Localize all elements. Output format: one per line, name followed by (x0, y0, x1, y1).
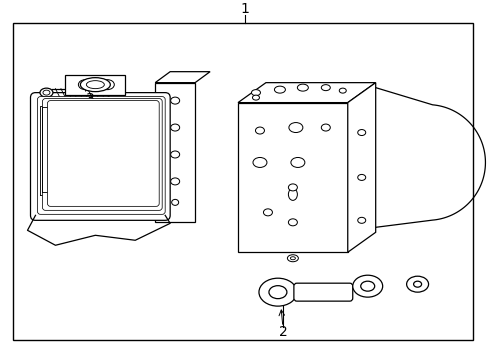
Text: 1: 1 (240, 2, 249, 16)
Ellipse shape (170, 124, 179, 131)
Ellipse shape (43, 90, 50, 95)
Polygon shape (36, 103, 155, 202)
Ellipse shape (252, 157, 266, 167)
Ellipse shape (357, 175, 365, 180)
Ellipse shape (80, 78, 110, 92)
FancyBboxPatch shape (42, 99, 162, 210)
Ellipse shape (360, 281, 374, 291)
Ellipse shape (288, 184, 297, 191)
Ellipse shape (352, 275, 382, 297)
Ellipse shape (406, 276, 427, 292)
Ellipse shape (287, 255, 298, 262)
Ellipse shape (288, 219, 297, 226)
FancyBboxPatch shape (38, 96, 165, 214)
Ellipse shape (170, 178, 179, 185)
Ellipse shape (413, 281, 421, 287)
Ellipse shape (40, 88, 53, 97)
Bar (238, 103, 347, 252)
Bar (13, 23, 472, 340)
Ellipse shape (288, 188, 297, 201)
Ellipse shape (78, 80, 92, 90)
Ellipse shape (268, 286, 286, 299)
Ellipse shape (288, 122, 302, 132)
Ellipse shape (297, 84, 308, 91)
Ellipse shape (259, 278, 296, 306)
Text: 2: 2 (278, 325, 286, 339)
Ellipse shape (255, 127, 264, 134)
FancyBboxPatch shape (47, 100, 159, 206)
Ellipse shape (321, 124, 329, 131)
Polygon shape (347, 83, 375, 252)
Ellipse shape (86, 81, 104, 89)
Bar (65, 75, 125, 95)
Ellipse shape (263, 209, 272, 216)
Ellipse shape (170, 151, 179, 158)
Polygon shape (155, 72, 210, 83)
Polygon shape (238, 83, 375, 103)
Ellipse shape (290, 157, 304, 167)
FancyBboxPatch shape (293, 283, 352, 301)
Ellipse shape (251, 90, 260, 96)
Ellipse shape (170, 97, 179, 104)
Ellipse shape (339, 88, 346, 93)
Ellipse shape (290, 257, 295, 260)
Ellipse shape (321, 85, 329, 91)
Ellipse shape (252, 95, 259, 100)
Ellipse shape (100, 80, 114, 90)
FancyBboxPatch shape (30, 93, 170, 220)
Ellipse shape (274, 86, 285, 93)
Ellipse shape (171, 199, 178, 205)
Ellipse shape (357, 217, 365, 223)
Bar (155, 83, 195, 222)
Ellipse shape (357, 130, 365, 135)
Text: 3: 3 (86, 91, 95, 105)
